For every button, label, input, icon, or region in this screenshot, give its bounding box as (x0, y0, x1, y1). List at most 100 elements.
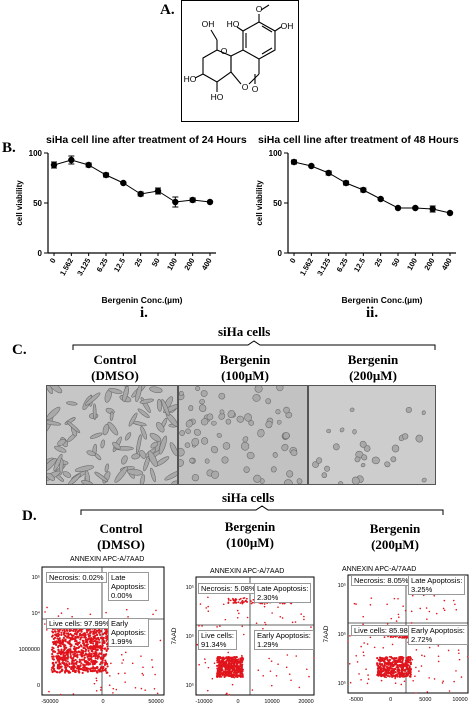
event-dot (86, 660, 89, 663)
event-dot (102, 666, 105, 669)
event-dot (159, 639, 162, 642)
event-dot (78, 642, 80, 645)
event-dot (447, 649, 450, 652)
cell (121, 455, 128, 465)
cell (283, 406, 290, 414)
event-dot (443, 599, 446, 602)
event-dot (206, 689, 209, 692)
event-dot (408, 675, 411, 678)
data-point (429, 205, 436, 213)
event-dot (52, 667, 55, 670)
event-dot (241, 656, 244, 659)
event-dot (207, 610, 210, 613)
event-dot (404, 663, 407, 667)
event-dot (240, 672, 244, 675)
event-dot (67, 651, 70, 654)
event-dot (59, 666, 62, 669)
event-dot (199, 603, 202, 605)
event-dot (305, 668, 308, 671)
event-dot (59, 663, 62, 666)
event-dot (90, 658, 93, 661)
event-dot (112, 692, 114, 694)
event-dot (60, 633, 63, 637)
event-dot (277, 663, 279, 665)
event-dot (241, 658, 244, 661)
event-dot (72, 664, 75, 667)
necrosis-label: Necrosis: 5.08% (198, 583, 259, 594)
event-dot (235, 667, 239, 670)
event-dot (85, 663, 88, 666)
event-dot (64, 635, 67, 638)
event-dot (433, 594, 436, 597)
event-dot (291, 621, 294, 624)
early-apoptosis-label: Early Apoptosis: 1.29% (254, 630, 314, 650)
event-dot (102, 654, 105, 657)
event-dot (393, 659, 396, 662)
cell (48, 386, 63, 394)
event-dot (401, 658, 404, 661)
event-dot (396, 674, 399, 678)
event-dot (241, 625, 244, 628)
event-dot (348, 662, 351, 665)
event-dot (355, 603, 357, 605)
event-dot (379, 669, 382, 671)
event-dot (204, 661, 207, 664)
event-dot (201, 625, 203, 627)
event-dot (79, 653, 82, 656)
event-dot (117, 672, 120, 675)
event-dot (101, 644, 104, 647)
cell (195, 386, 201, 391)
event-dot (437, 660, 440, 663)
event-dot (198, 663, 200, 666)
event-dot (437, 655, 440, 658)
event-dot (387, 671, 390, 674)
event-dot (104, 631, 107, 634)
event-dot (246, 616, 249, 619)
cell (384, 461, 391, 468)
event-dot (401, 635, 404, 638)
cell (171, 480, 177, 484)
event-dot (392, 674, 395, 677)
cell (199, 398, 205, 405)
cell (390, 456, 397, 463)
event-dot (94, 640, 97, 643)
event-dot (380, 659, 383, 662)
event-dot (216, 675, 219, 678)
flow-condition-1: Control (DMSO) (76, 521, 166, 553)
event-dot (349, 635, 351, 637)
event-dot (68, 663, 71, 666)
event-dot (73, 665, 76, 668)
condition-line1: Bergenin (347, 352, 399, 367)
event-dot (204, 658, 206, 660)
event-dot (383, 672, 386, 675)
event-dot (77, 635, 80, 639)
event-dot (72, 693, 75, 695)
atom-label: OH (281, 21, 294, 31)
atom-label: HO (211, 92, 224, 102)
event-dot (106, 665, 109, 668)
event-dot (245, 597, 248, 600)
late-apoptosis-label: Late Apoptosis: 3.25% (408, 575, 466, 595)
event-dot (460, 676, 463, 678)
cell (108, 388, 123, 394)
event-dot (281, 617, 284, 619)
event-dot (112, 687, 115, 690)
event-dot (398, 660, 402, 663)
event-dot (60, 648, 63, 651)
event-dot (96, 665, 99, 669)
event-dot (410, 622, 413, 624)
event-dot (388, 667, 392, 670)
micro-group-brace (72, 340, 436, 350)
event-dot (90, 640, 93, 643)
event-dot (79, 667, 82, 671)
event-dot (386, 603, 388, 606)
event-dot (425, 607, 428, 609)
event-dot (54, 661, 58, 664)
cell (359, 440, 367, 448)
event-dot (288, 673, 291, 675)
event-dot (390, 617, 393, 620)
event-dot (93, 652, 97, 655)
event-dot (79, 644, 82, 647)
cell (200, 390, 208, 397)
event-dot (57, 638, 60, 641)
